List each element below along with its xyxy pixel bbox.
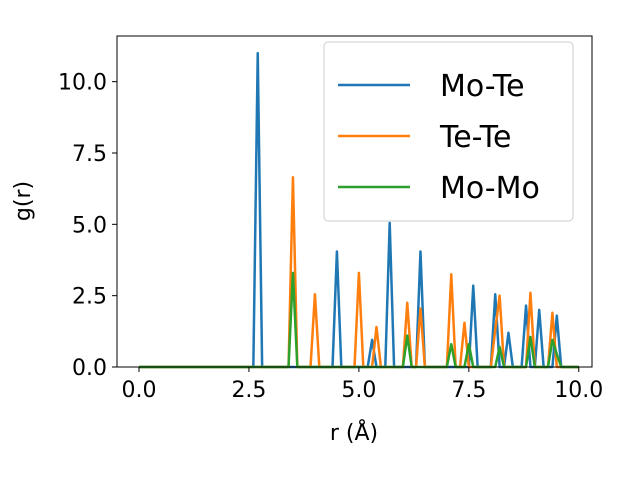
legend-label-te-te: Te-Te xyxy=(439,120,511,155)
legend: Mo-Te Te-Te Mo-Mo xyxy=(323,41,574,222)
x-tick-label: 5.0 xyxy=(341,378,376,403)
y-tick-label: 2.5 xyxy=(72,285,107,310)
y-tick-label: 7.5 xyxy=(72,142,107,167)
x-axis-label: r (Å) xyxy=(330,419,378,446)
y-axis: 0.0 2.5 5.0 7.5 10.0 xyxy=(58,71,117,381)
y-axis-label: g(r) xyxy=(11,181,36,221)
plot-frame xyxy=(116,35,593,368)
y-tick-label: 0.0 xyxy=(72,356,107,381)
x-tick-label: 2.5 xyxy=(231,378,266,403)
x-tick-label: 10.0 xyxy=(554,378,603,403)
legend-frame xyxy=(323,41,574,222)
x-axis: 0.0 2.5 5.0 7.5 10.0 xyxy=(121,367,603,403)
series-line-mo-te xyxy=(138,51,579,369)
y-tick-label: 10.0 xyxy=(58,71,107,96)
legend-label-mo-mo: Mo-Mo xyxy=(440,171,540,206)
legend-label-mo-te: Mo-Te xyxy=(440,69,525,104)
y-tick-label: 5.0 xyxy=(72,213,107,238)
x-tick-label: 0.0 xyxy=(121,378,156,403)
x-tick-label: 7.5 xyxy=(451,378,486,403)
